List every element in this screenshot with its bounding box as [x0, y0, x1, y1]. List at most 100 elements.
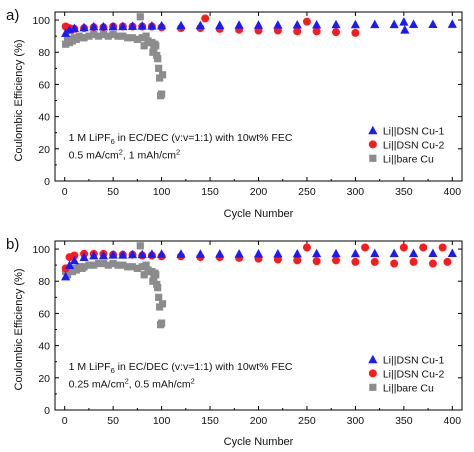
data-point [428, 259, 437, 268]
data-point [89, 21, 99, 31]
data-point [158, 71, 167, 79]
data-point [438, 243, 447, 252]
data-point [370, 257, 379, 266]
series-0 [61, 248, 457, 281]
x-tick-label: 0 [62, 415, 68, 427]
data-point [114, 32, 122, 40]
x-tick-label: 350 [395, 186, 413, 198]
legend-marker [368, 125, 378, 135]
data-point [61, 271, 71, 281]
data-point [201, 14, 210, 23]
data-point [152, 271, 160, 279]
data-point [137, 249, 147, 259]
x-tick-label: 250 [298, 415, 316, 427]
data-point [69, 23, 79, 33]
data-point [80, 34, 88, 42]
data-point [138, 263, 146, 271]
data-point [128, 34, 137, 42]
data-point [124, 34, 132, 42]
data-point [176, 20, 186, 30]
data-point [389, 248, 399, 258]
y-tick-label: 60 [38, 79, 50, 91]
data-point [361, 243, 370, 252]
condition-text-part: 1 M LiPF [69, 361, 111, 373]
data-point [147, 21, 157, 30]
data-point [62, 40, 70, 48]
data-point [419, 243, 428, 252]
x-tick-label: 400 [444, 186, 462, 198]
data-point [137, 21, 147, 30]
condition-text-superscript: 2 [191, 376, 195, 385]
data-point [312, 248, 322, 258]
data-point [133, 35, 141, 43]
data-point [293, 27, 302, 36]
x-tick-label: 400 [444, 415, 462, 427]
data-point [124, 263, 132, 271]
data-point [351, 257, 360, 266]
legend-label: Li||bare Cu [383, 382, 434, 394]
condition-text-part: 0.25 mA/cm [69, 378, 125, 390]
y-tick-label: 40 [38, 112, 50, 124]
y-tick-label: 100 [32, 244, 50, 256]
data-point [408, 19, 419, 28]
data-point [292, 248, 302, 258]
data-point [293, 256, 302, 265]
y-tick-label: 20 [38, 144, 50, 156]
y-tick-label: 80 [38, 47, 50, 59]
panel-label: b) [6, 236, 19, 253]
panel-b: b) 0 50 100 150 200 250 300 350 400 0 20 40 60 80 100 Cy… [6, 236, 463, 448]
data-point [156, 249, 167, 258]
data-point [95, 259, 103, 268]
data-point [90, 30, 98, 39]
condition-text-superscript: 2 [125, 376, 129, 385]
x-tick-label: 300 [347, 186, 365, 198]
data-point [152, 42, 160, 50]
data-point [292, 19, 302, 29]
data-point [273, 20, 283, 29]
data-point [64, 260, 75, 270]
data-point [157, 90, 166, 98]
data-point [234, 20, 244, 29]
y-tick-label: 60 [38, 308, 50, 320]
condition-text-superscript: 2 [119, 147, 123, 156]
y-axis-title: Coulombic Efficiency (%) [13, 268, 25, 390]
data-point [127, 21, 138, 30]
condition-text-superscript: 2 [176, 147, 180, 156]
data-point [332, 28, 341, 37]
data-point [195, 20, 205, 30]
data-point [158, 300, 167, 308]
data-point [154, 284, 162, 292]
data-point [140, 42, 148, 50]
data-point [85, 32, 93, 40]
x-tick-label: 300 [347, 415, 365, 427]
x-tick-label: 0 [62, 186, 68, 198]
data-point [253, 248, 264, 258]
data-point [155, 64, 163, 72]
data-point [104, 32, 112, 40]
condition-text-part: 0.5 mA/cm [69, 149, 119, 161]
data-point [109, 30, 117, 39]
data-point [312, 19, 322, 29]
data-point [332, 256, 341, 265]
data-point [350, 19, 361, 29]
data-point [69, 255, 79, 265]
x-tick-label: 150 [201, 186, 219, 198]
data-point [302, 243, 311, 252]
legend: Li||DSN Cu-1 Li||DSN Cu-2 Li||bare Cu [368, 125, 444, 165]
data-point [89, 250, 99, 260]
x-axis-title: Cycle Number [224, 208, 294, 220]
data-point [312, 257, 321, 266]
data-point [215, 20, 225, 29]
condition-text-line2: 0.5 mA/cm2, 1 mAh/cm2 [69, 147, 181, 161]
data-point [85, 261, 93, 269]
y-tick-label: 0 [44, 176, 50, 188]
data-point [273, 248, 283, 258]
data-point [133, 264, 141, 272]
condition-text-part: , 0.5 mAh/cm [129, 378, 191, 390]
data-point [119, 32, 127, 40]
condition-text-line1: 1 M LiPF6 in EC/DEC (v:v=1:1) with 10wt%… [69, 132, 293, 146]
legend-label: Li||DSN Cu-1 [383, 125, 445, 137]
data-point [443, 257, 452, 266]
data-point [79, 252, 89, 262]
